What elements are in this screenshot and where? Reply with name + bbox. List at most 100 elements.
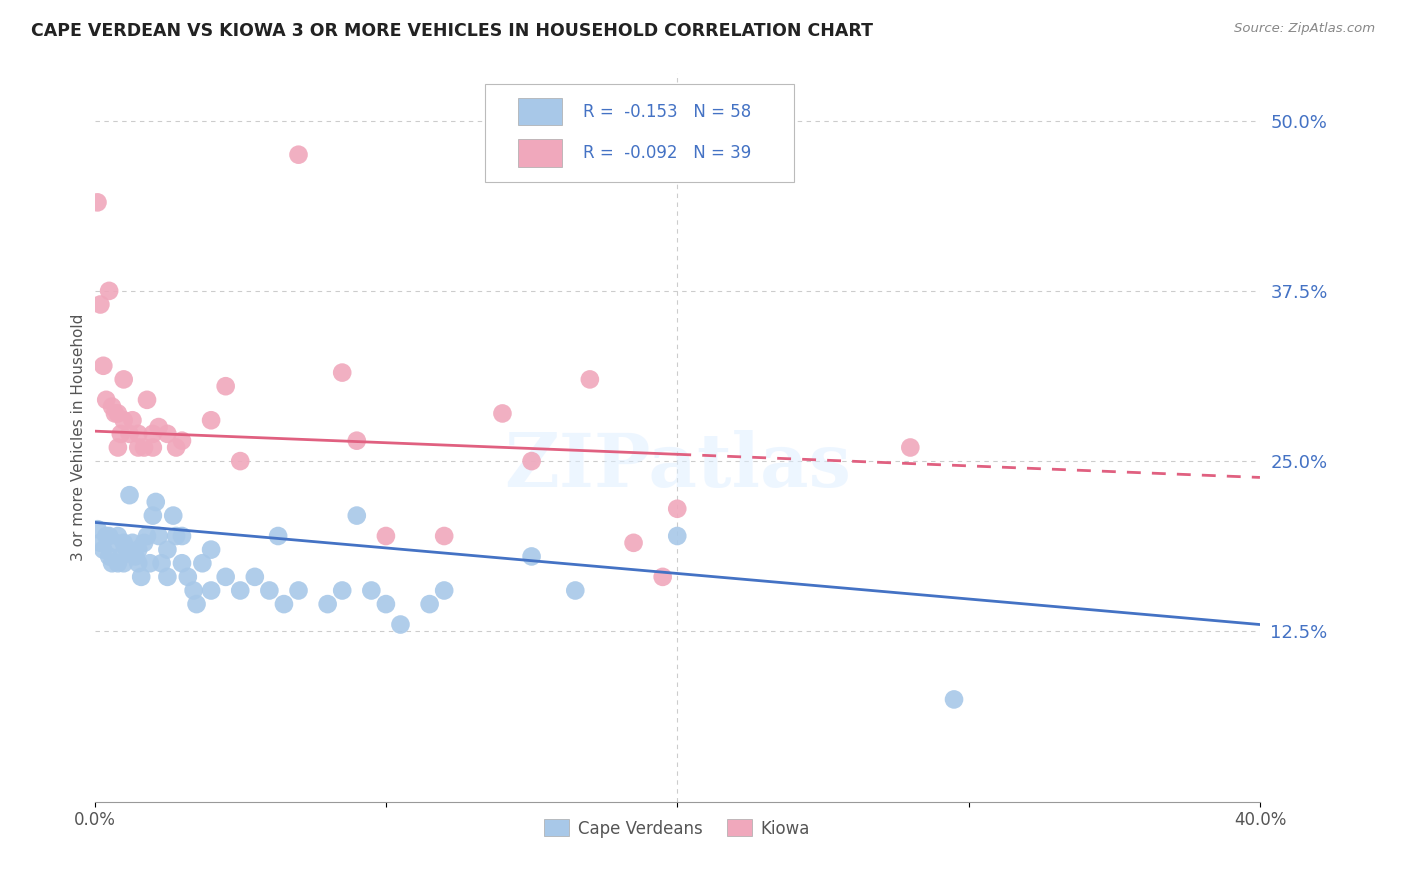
- Point: [118, 488, 141, 502]
- Point: [112, 413, 135, 427]
- Point: [520, 454, 543, 468]
- Point: [243, 570, 266, 584]
- Text: Source: ZipAtlas.com: Source: ZipAtlas.com: [1234, 22, 1375, 36]
- Point: [389, 617, 412, 632]
- Point: [132, 536, 155, 550]
- Point: [121, 413, 143, 427]
- Point: [229, 583, 252, 598]
- Point: [96, 392, 118, 407]
- Y-axis label: 3 or more Vehicles in Household: 3 or more Vehicles in Household: [72, 314, 86, 561]
- Point: [170, 556, 193, 570]
- Point: [132, 441, 155, 455]
- Point: [110, 426, 132, 441]
- Point: [374, 597, 396, 611]
- Point: [579, 372, 602, 386]
- Point: [110, 549, 132, 564]
- Point: [374, 529, 396, 543]
- Point: [98, 549, 121, 564]
- Point: [215, 570, 238, 584]
- Point: [259, 583, 281, 598]
- Point: [150, 556, 173, 570]
- Point: [91, 359, 114, 373]
- Point: [170, 434, 193, 448]
- Point: [142, 426, 165, 441]
- Point: [330, 366, 353, 380]
- Text: ZIPatlas: ZIPatlas: [503, 430, 851, 503]
- Point: [98, 529, 121, 543]
- Point: [107, 407, 129, 421]
- Point: [104, 536, 127, 550]
- Point: [127, 441, 149, 455]
- Point: [107, 529, 129, 543]
- Point: [156, 570, 179, 584]
- Point: [89, 536, 111, 550]
- Point: [156, 542, 179, 557]
- Point: [170, 529, 193, 543]
- Point: [139, 556, 162, 570]
- Point: [145, 495, 167, 509]
- Point: [346, 434, 368, 448]
- Point: [101, 556, 124, 570]
- Point: [136, 529, 159, 543]
- Point: [564, 583, 586, 598]
- Point: [491, 407, 513, 421]
- Point: [215, 379, 238, 393]
- Point: [623, 536, 645, 550]
- Point: [148, 420, 170, 434]
- Point: [112, 556, 135, 570]
- Point: [943, 692, 966, 706]
- FancyBboxPatch shape: [485, 84, 794, 182]
- Point: [98, 284, 121, 298]
- Point: [165, 529, 187, 543]
- Point: [186, 597, 208, 611]
- Point: [200, 413, 222, 427]
- Point: [898, 441, 921, 455]
- Point: [121, 536, 143, 550]
- Point: [433, 583, 456, 598]
- Point: [191, 556, 214, 570]
- Point: [101, 400, 124, 414]
- Point: [86, 195, 108, 210]
- Point: [666, 501, 689, 516]
- Point: [136, 392, 159, 407]
- Point: [330, 583, 353, 598]
- Point: [91, 542, 114, 557]
- Point: [316, 597, 339, 611]
- Point: [287, 583, 309, 598]
- Point: [520, 549, 543, 564]
- Point: [96, 529, 118, 543]
- Point: [419, 597, 441, 611]
- Point: [183, 583, 205, 598]
- Point: [112, 372, 135, 386]
- Point: [107, 441, 129, 455]
- Point: [666, 529, 689, 543]
- Point: [287, 147, 309, 161]
- Point: [127, 426, 149, 441]
- Text: R =  -0.153   N = 58: R = -0.153 N = 58: [583, 103, 751, 120]
- Point: [127, 542, 149, 557]
- Point: [200, 583, 222, 598]
- Point: [129, 570, 152, 584]
- Text: R =  -0.092   N = 39: R = -0.092 N = 39: [583, 145, 751, 162]
- Point: [267, 529, 290, 543]
- Legend: Cape Verdeans, Kiowa: Cape Verdeans, Kiowa: [537, 813, 817, 844]
- Point: [118, 426, 141, 441]
- Point: [107, 556, 129, 570]
- Point: [433, 529, 456, 543]
- Point: [651, 570, 673, 584]
- Point: [127, 556, 149, 570]
- Point: [346, 508, 368, 523]
- Point: [142, 508, 165, 523]
- FancyBboxPatch shape: [517, 139, 562, 167]
- Point: [115, 542, 138, 557]
- Text: CAPE VERDEAN VS KIOWA 3 OR MORE VEHICLES IN HOUSEHOLD CORRELATION CHART: CAPE VERDEAN VS KIOWA 3 OR MORE VEHICLES…: [31, 22, 873, 40]
- Point: [162, 508, 184, 523]
- FancyBboxPatch shape: [517, 98, 562, 126]
- Point: [104, 407, 127, 421]
- Point: [86, 522, 108, 536]
- Point: [142, 441, 165, 455]
- Point: [200, 542, 222, 557]
- Point: [177, 570, 200, 584]
- Point: [273, 597, 295, 611]
- Point: [156, 426, 179, 441]
